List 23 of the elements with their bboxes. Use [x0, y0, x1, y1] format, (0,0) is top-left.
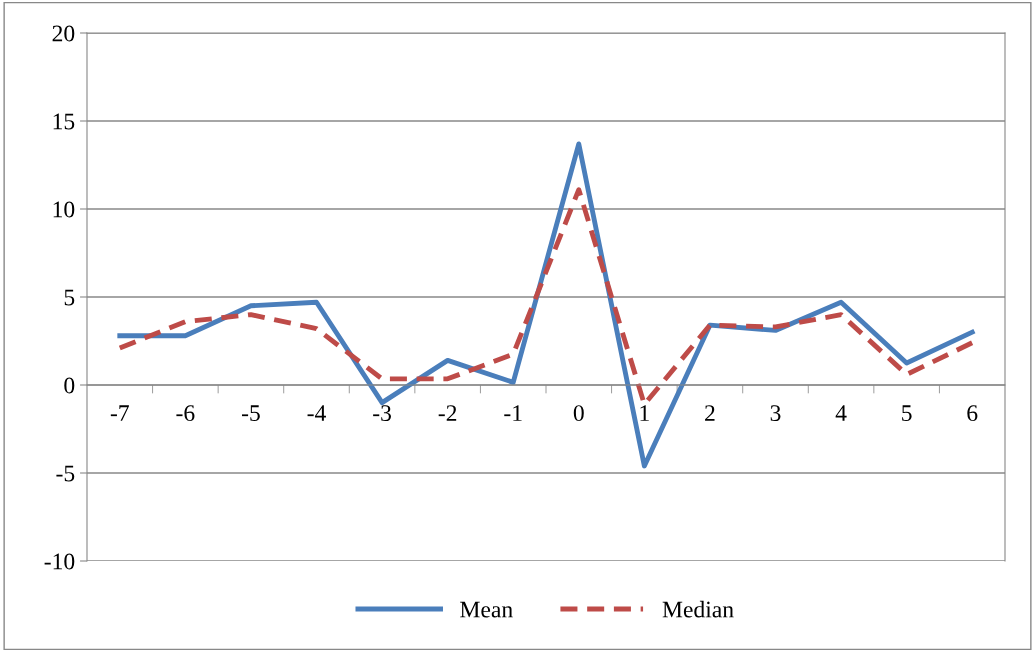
- x-tick-label: 1: [640, 405, 649, 421]
- x-tick-label: -2: [438, 405, 457, 421]
- x-tick-label: -7: [110, 405, 129, 421]
- x-tick-label: 2: [705, 405, 715, 421]
- y-tick-label: -10: [44, 553, 75, 570]
- x-tick-label: -4: [307, 405, 326, 421]
- y-tick-label: 20: [52, 25, 75, 42]
- y-tick-label: -5: [56, 465, 75, 482]
- legend-label: Median: [662, 600, 734, 618]
- x-tick-label: -3: [373, 405, 391, 422]
- x-tick-label: 3: [770, 405, 781, 422]
- x-tick-label: -1: [504, 405, 522, 421]
- y-tick-label: 5: [64, 289, 75, 306]
- x-tick-label: 0: [573, 405, 584, 422]
- y-tick-label: 15: [53, 113, 75, 130]
- x-tick-label: -6: [176, 405, 195, 422]
- legend-label: Mean: [460, 601, 513, 618]
- y-tick-label: 10: [53, 201, 75, 218]
- y-tick-label: 0: [64, 377, 75, 394]
- x-tick-label: 5: [902, 405, 912, 422]
- x-tick-label: 4: [835, 405, 847, 421]
- x-tick-label: 6: [967, 405, 978, 422]
- x-tick-label: -5: [241, 405, 260, 422]
